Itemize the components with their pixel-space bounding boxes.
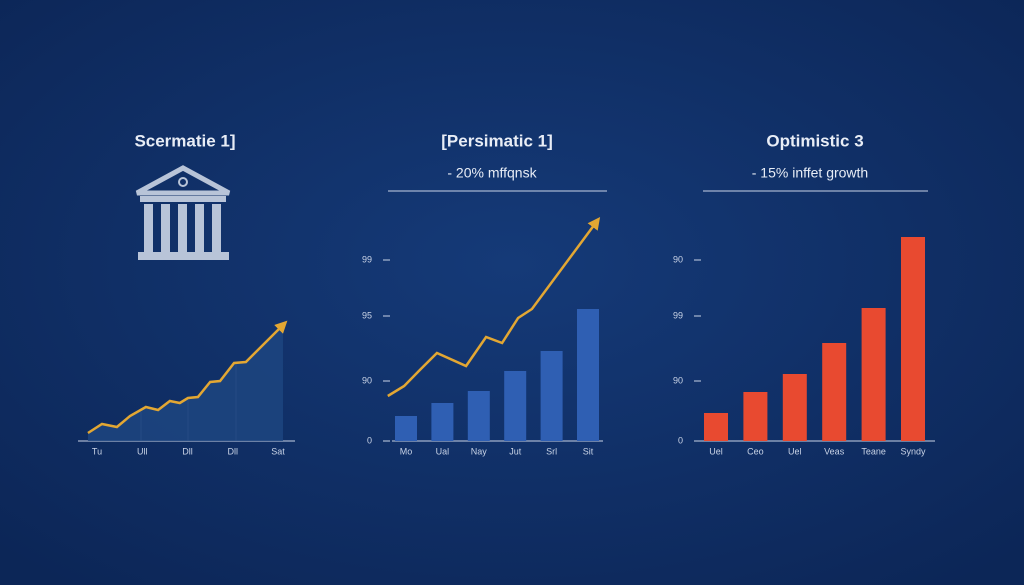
y-tick-label: 95 <box>362 310 372 320</box>
x-tick-label: Uel <box>788 446 802 456</box>
bar <box>395 416 417 441</box>
y-tick-label: 0 <box>367 435 372 445</box>
x-tick-label: Syndy <box>900 446 926 456</box>
x-tick-label: Mo <box>400 446 413 456</box>
x-tick-label: Sat <box>271 446 285 456</box>
x-tick-label: Dll <box>228 446 239 456</box>
panel-subtitle: - 20% mffqnsk <box>447 165 537 181</box>
bar <box>822 343 847 441</box>
y-tick-label: 99 <box>362 254 372 264</box>
bar <box>782 374 807 441</box>
bar <box>431 403 454 441</box>
bar <box>901 237 925 441</box>
x-tick-label: Sit <box>583 446 594 456</box>
bar <box>861 308 886 441</box>
bar <box>577 309 599 441</box>
bar <box>504 371 527 441</box>
x-tick-label: Veas <box>824 446 845 456</box>
bar <box>704 413 728 441</box>
bar <box>467 391 490 441</box>
y-tick-label: 90 <box>673 375 683 385</box>
bar <box>743 392 768 441</box>
x-tick-label: Nay <box>471 446 488 456</box>
x-tick-label: Srl <box>546 446 557 456</box>
bar <box>540 351 563 441</box>
panel-title: [Persimatic 1] <box>441 131 553 150</box>
area <box>87 325 283 441</box>
x-tick-label: Teane <box>861 446 886 456</box>
y-tick-label: 90 <box>362 375 372 385</box>
x-tick-label: Dll <box>182 446 193 456</box>
x-tick-label: Jut <box>509 446 522 456</box>
x-tick-label: Tu <box>92 446 102 456</box>
trend-line <box>87 320 288 435</box>
panel-subtitle: - 15% inffet growth <box>752 165 868 181</box>
x-tick-label: Ual <box>436 446 450 456</box>
y-tick-label: 99 <box>673 310 683 320</box>
x-tick-label: Ceo <box>747 446 764 456</box>
bank-icon <box>135 165 231 260</box>
x-tick-label: Ull <box>137 446 148 456</box>
y-tick-label: 90 <box>673 254 683 264</box>
panel-title: Scermatie 1] <box>134 131 235 150</box>
x-tick-label: Uel <box>709 446 723 456</box>
panel-title: Optimistic 3 <box>766 131 863 150</box>
trend-line <box>387 216 601 398</box>
y-tick-label: 0 <box>678 435 683 445</box>
